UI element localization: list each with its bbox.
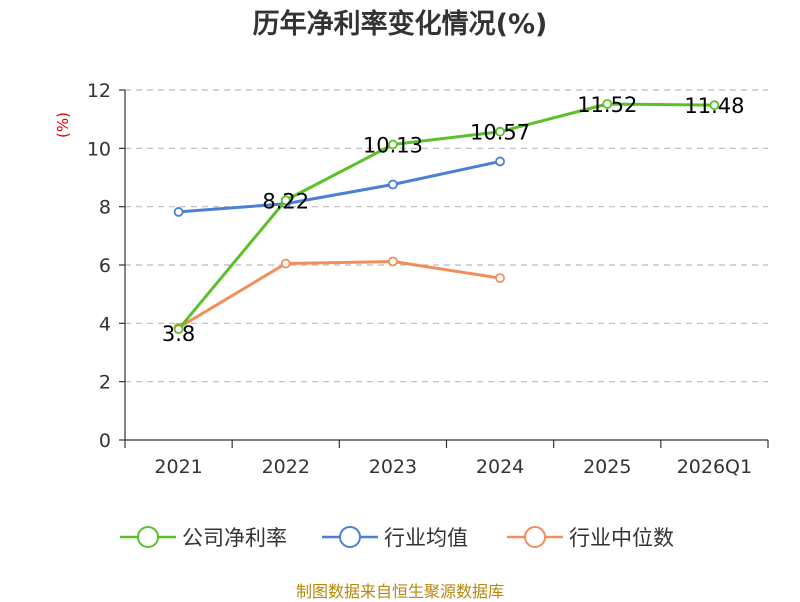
legend-marker [339, 526, 361, 548]
series-0-point [388, 139, 398, 150]
chart-title: 历年净利率变化情况(%) [252, 9, 548, 40]
series-0-point [173, 324, 184, 335]
series-1-point [173, 207, 184, 217]
series-2-point [495, 273, 505, 284]
legend-label: 行业均值 [384, 526, 468, 550]
y-tick-label: 2 [99, 372, 111, 394]
series-2-line [177, 260, 501, 329]
data-labels: 3.8 8.22 10.13 10.57 11.52 11.48 [162, 93, 745, 346]
data-label: 10.13 [363, 134, 423, 158]
legend-marker [524, 526, 546, 548]
data-label: 10.57 [470, 121, 530, 145]
y-tick-label: 6 [99, 255, 111, 277]
legend-label: 公司净利率 [182, 526, 287, 550]
x-tick-label: 2024 [476, 456, 524, 478]
grid-lines [125, 89, 768, 383]
series-0-point [280, 195, 291, 206]
x-tick-label: 2026Q1 [677, 456, 752, 478]
legend-marker [137, 526, 159, 548]
series-2-point [280, 258, 291, 269]
x-tick-label: 2022 [262, 456, 310, 478]
series-1-line [178, 159, 501, 214]
series-lines [173, 99, 720, 335]
legend-label: 行业中位数 [569, 526, 674, 550]
data-label: 3.8 [162, 322, 195, 346]
y-tick-labels: 0 2 4 6 8 10 12 [87, 80, 111, 452]
y-tick-label: 10 [87, 138, 111, 160]
x-tick-label: 2023 [369, 456, 417, 478]
y-tick-label: 4 [99, 313, 111, 335]
y-tick-label: 0 [99, 430, 111, 452]
data-label: 11.52 [577, 93, 637, 117]
x-tick-labels: 2021 2022 2023 2024 2025 2026Q1 [154, 456, 752, 478]
axes [119, 89, 769, 448]
series-1-point [388, 179, 398, 190]
data-label: 11.48 [684, 94, 744, 118]
series-0-point [495, 126, 505, 137]
series-0-line [177, 102, 715, 331]
series-0-point [709, 100, 720, 111]
series-0-point [602, 99, 613, 109]
legend: 公司净利率 行业均值 行业中位数 [120, 526, 674, 550]
source-note: 制图数据来自恒生聚源数据库 [295, 582, 504, 601]
x-tick-label: 2021 [154, 456, 202, 478]
y-tick-label: 8 [99, 197, 111, 219]
data-label: 8.22 [262, 189, 309, 213]
series-2-point [388, 256, 398, 267]
y-tick-label: 12 [87, 80, 111, 102]
y-axis-label: (%) [54, 112, 72, 138]
series-1-point [495, 156, 505, 167]
x-tick-label: 2025 [583, 456, 631, 478]
